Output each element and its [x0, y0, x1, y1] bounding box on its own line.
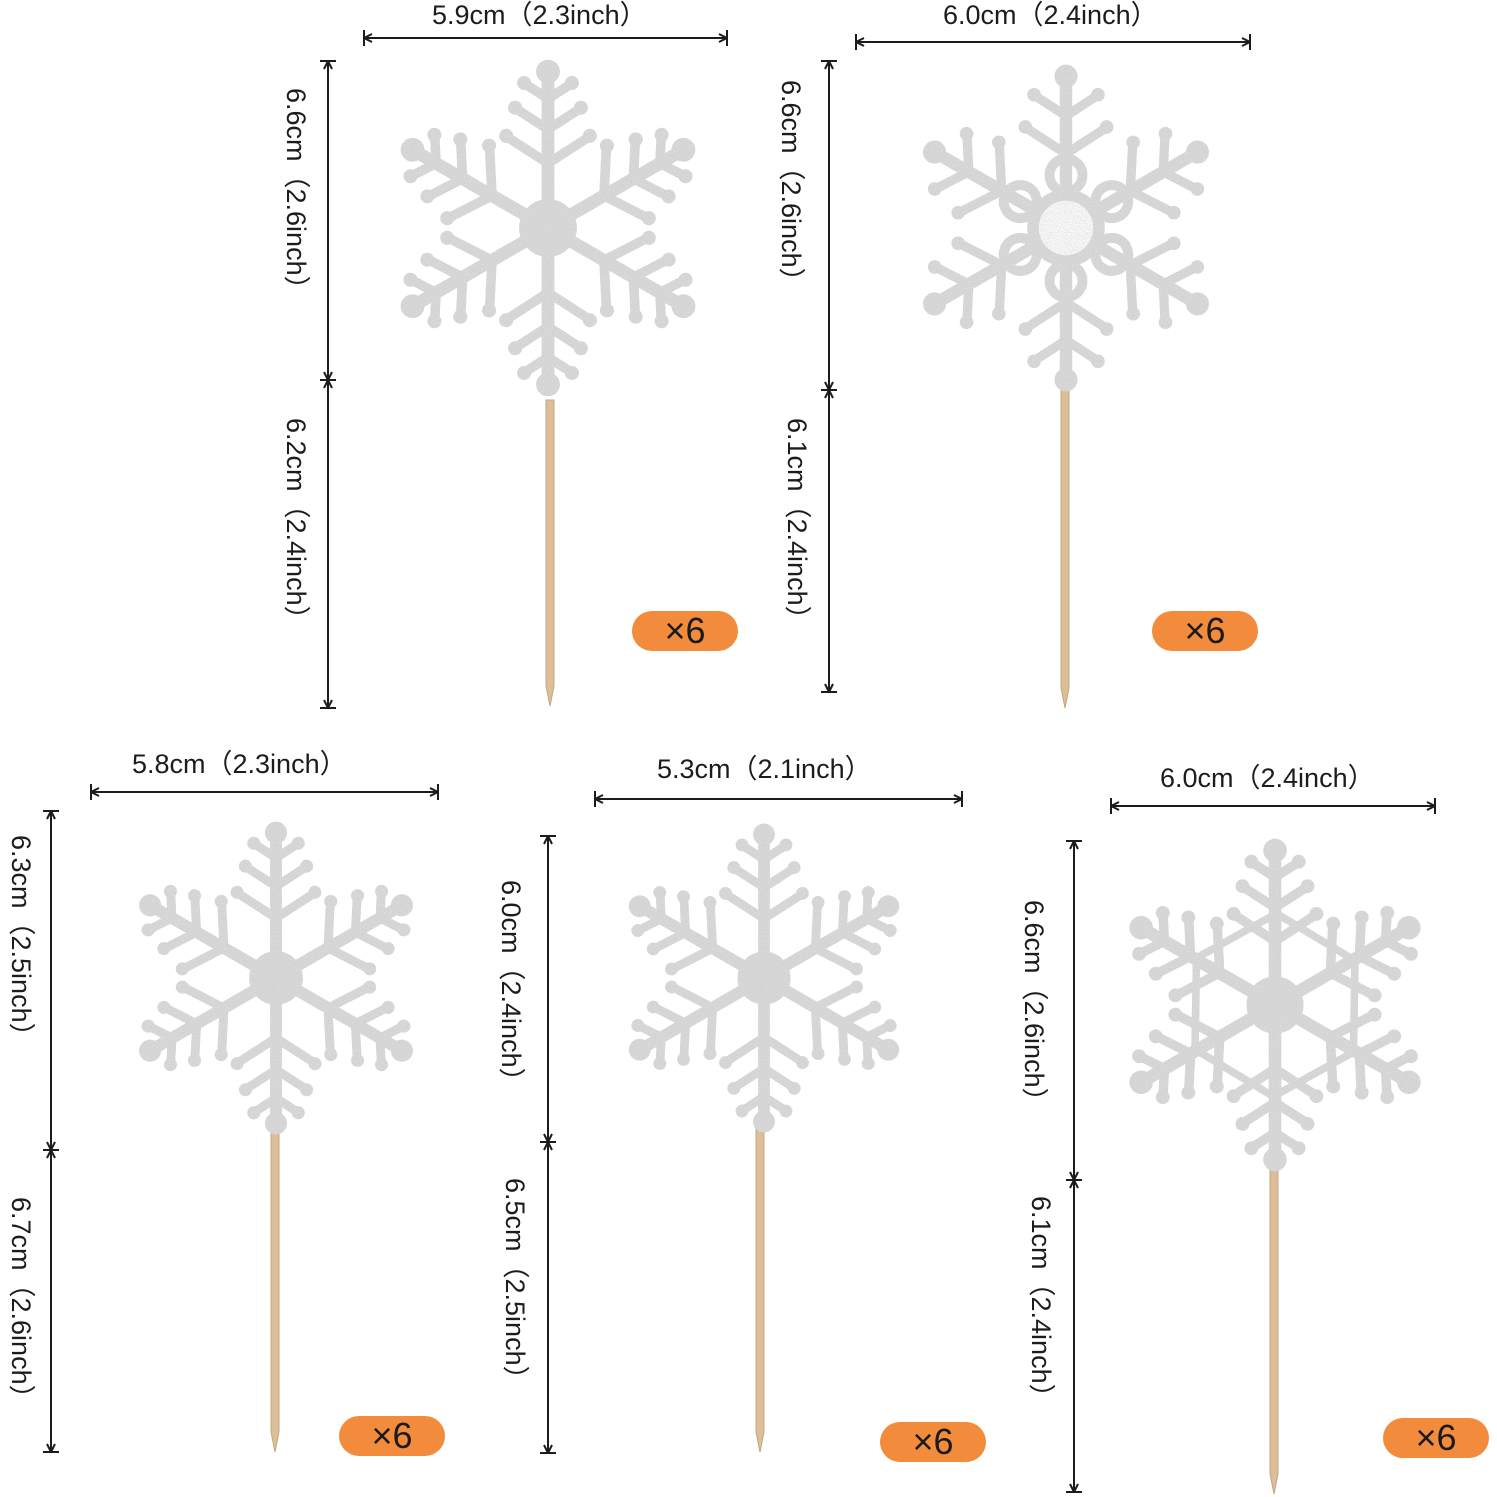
- width-label-4: 5.3cm（2.1inch）: [657, 754, 872, 784]
- stick-4: [755, 1119, 765, 1453]
- quantity-badge-4: ×6: [880, 1422, 986, 1462]
- quantity-badge-5: ×6: [1383, 1418, 1489, 1458]
- width-label-2: 6.0cm（2.4inch）: [943, 0, 1158, 30]
- stick-length-label-4: 6.5cm（2.5inch）: [500, 1178, 530, 1393]
- head-height-label-1: 6.6cm（2.6inch）: [281, 88, 311, 303]
- snowflake-5: [1129, 838, 1421, 1172]
- snowflake-1: [400, 59, 696, 397]
- stick-length-label-1: 6.2cm（2.4inch）: [281, 418, 311, 633]
- quantity-badge-2: ×6: [1152, 611, 1258, 651]
- stick-length-label-3: 6.7cm（2.6inch）: [6, 1197, 36, 1412]
- head-height-label-4: 6.0cm（2.4inch）: [496, 880, 526, 1095]
- stick-5: [1269, 1159, 1279, 1495]
- stick-1: [545, 399, 555, 707]
- width-label-3: 5.8cm（2.3inch）: [132, 749, 347, 779]
- quantity-badge-3: ×6: [339, 1416, 445, 1456]
- snowflake-4: [628, 823, 900, 1133]
- quantity-badge-1: ×6: [632, 611, 738, 651]
- head-height-label-5: 6.6cm（2.6inch）: [1019, 900, 1049, 1115]
- snowflake-3: [139, 821, 413, 1135]
- stick-length-label-2: 6.1cm（2.4inch）: [782, 418, 812, 633]
- head-height-label-2: 6.6cm（2.6inch）: [776, 80, 806, 295]
- snowflake-2: [922, 64, 1210, 392]
- stick-length-label-5: 6.1cm（2.4inch）: [1026, 1196, 1056, 1411]
- head-height-label-3: 6.3cm（2.5inch）: [6, 835, 36, 1050]
- width-label-1: 5.9cm（2.3inch）: [432, 0, 647, 30]
- width-label-5: 6.0cm（2.4inch）: [1160, 763, 1375, 793]
